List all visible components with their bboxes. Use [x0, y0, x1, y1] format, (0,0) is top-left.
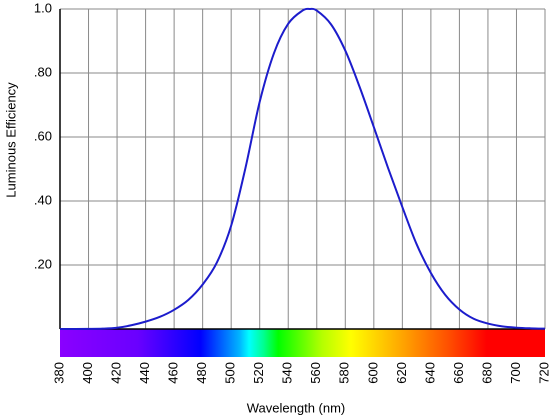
x-tick-label: 540 [280, 362, 295, 384]
x-tick-label: 700 [508, 362, 523, 384]
x-tick-label: 640 [422, 362, 437, 384]
efficiency-line [59, 7, 546, 330]
x-tick-label: 460 [166, 362, 181, 384]
y-tick-label: 1.0 [34, 0, 52, 15]
x-tick-label: 600 [365, 362, 380, 384]
x-tick-label: 720 [536, 362, 551, 384]
y-tick-label: .40 [34, 192, 52, 207]
y-axis-label: Luminous Efficiency [3, 82, 18, 198]
x-tick-label: 440 [137, 362, 152, 384]
x-axis-label: Wavelength (nm) [247, 400, 346, 415]
x-tick-label: 500 [223, 362, 238, 384]
x-tick-label: 660 [451, 362, 466, 384]
y-tick-label: .20 [34, 256, 52, 271]
x-tick-label: 620 [394, 362, 409, 384]
x-tick-label: 400 [80, 362, 95, 384]
y-tick-label: .60 [34, 128, 52, 143]
y-tick-label: .80 [34, 64, 52, 79]
x-tick-label: 420 [108, 362, 123, 384]
x-tick-label: 680 [479, 362, 494, 384]
plot-area: 380 400 420 440 460 480 500 520 540 560 580 600 620 6… [34, 0, 552, 383]
x-tick-label: 480 [194, 362, 209, 384]
x-tick-label: 580 [337, 362, 352, 384]
spectrum-bar [60, 329, 545, 357]
x-tick-label: 520 [251, 362, 266, 384]
x-tick-label: 560 [308, 362, 323, 384]
x-tick-label: 380 [51, 362, 66, 384]
